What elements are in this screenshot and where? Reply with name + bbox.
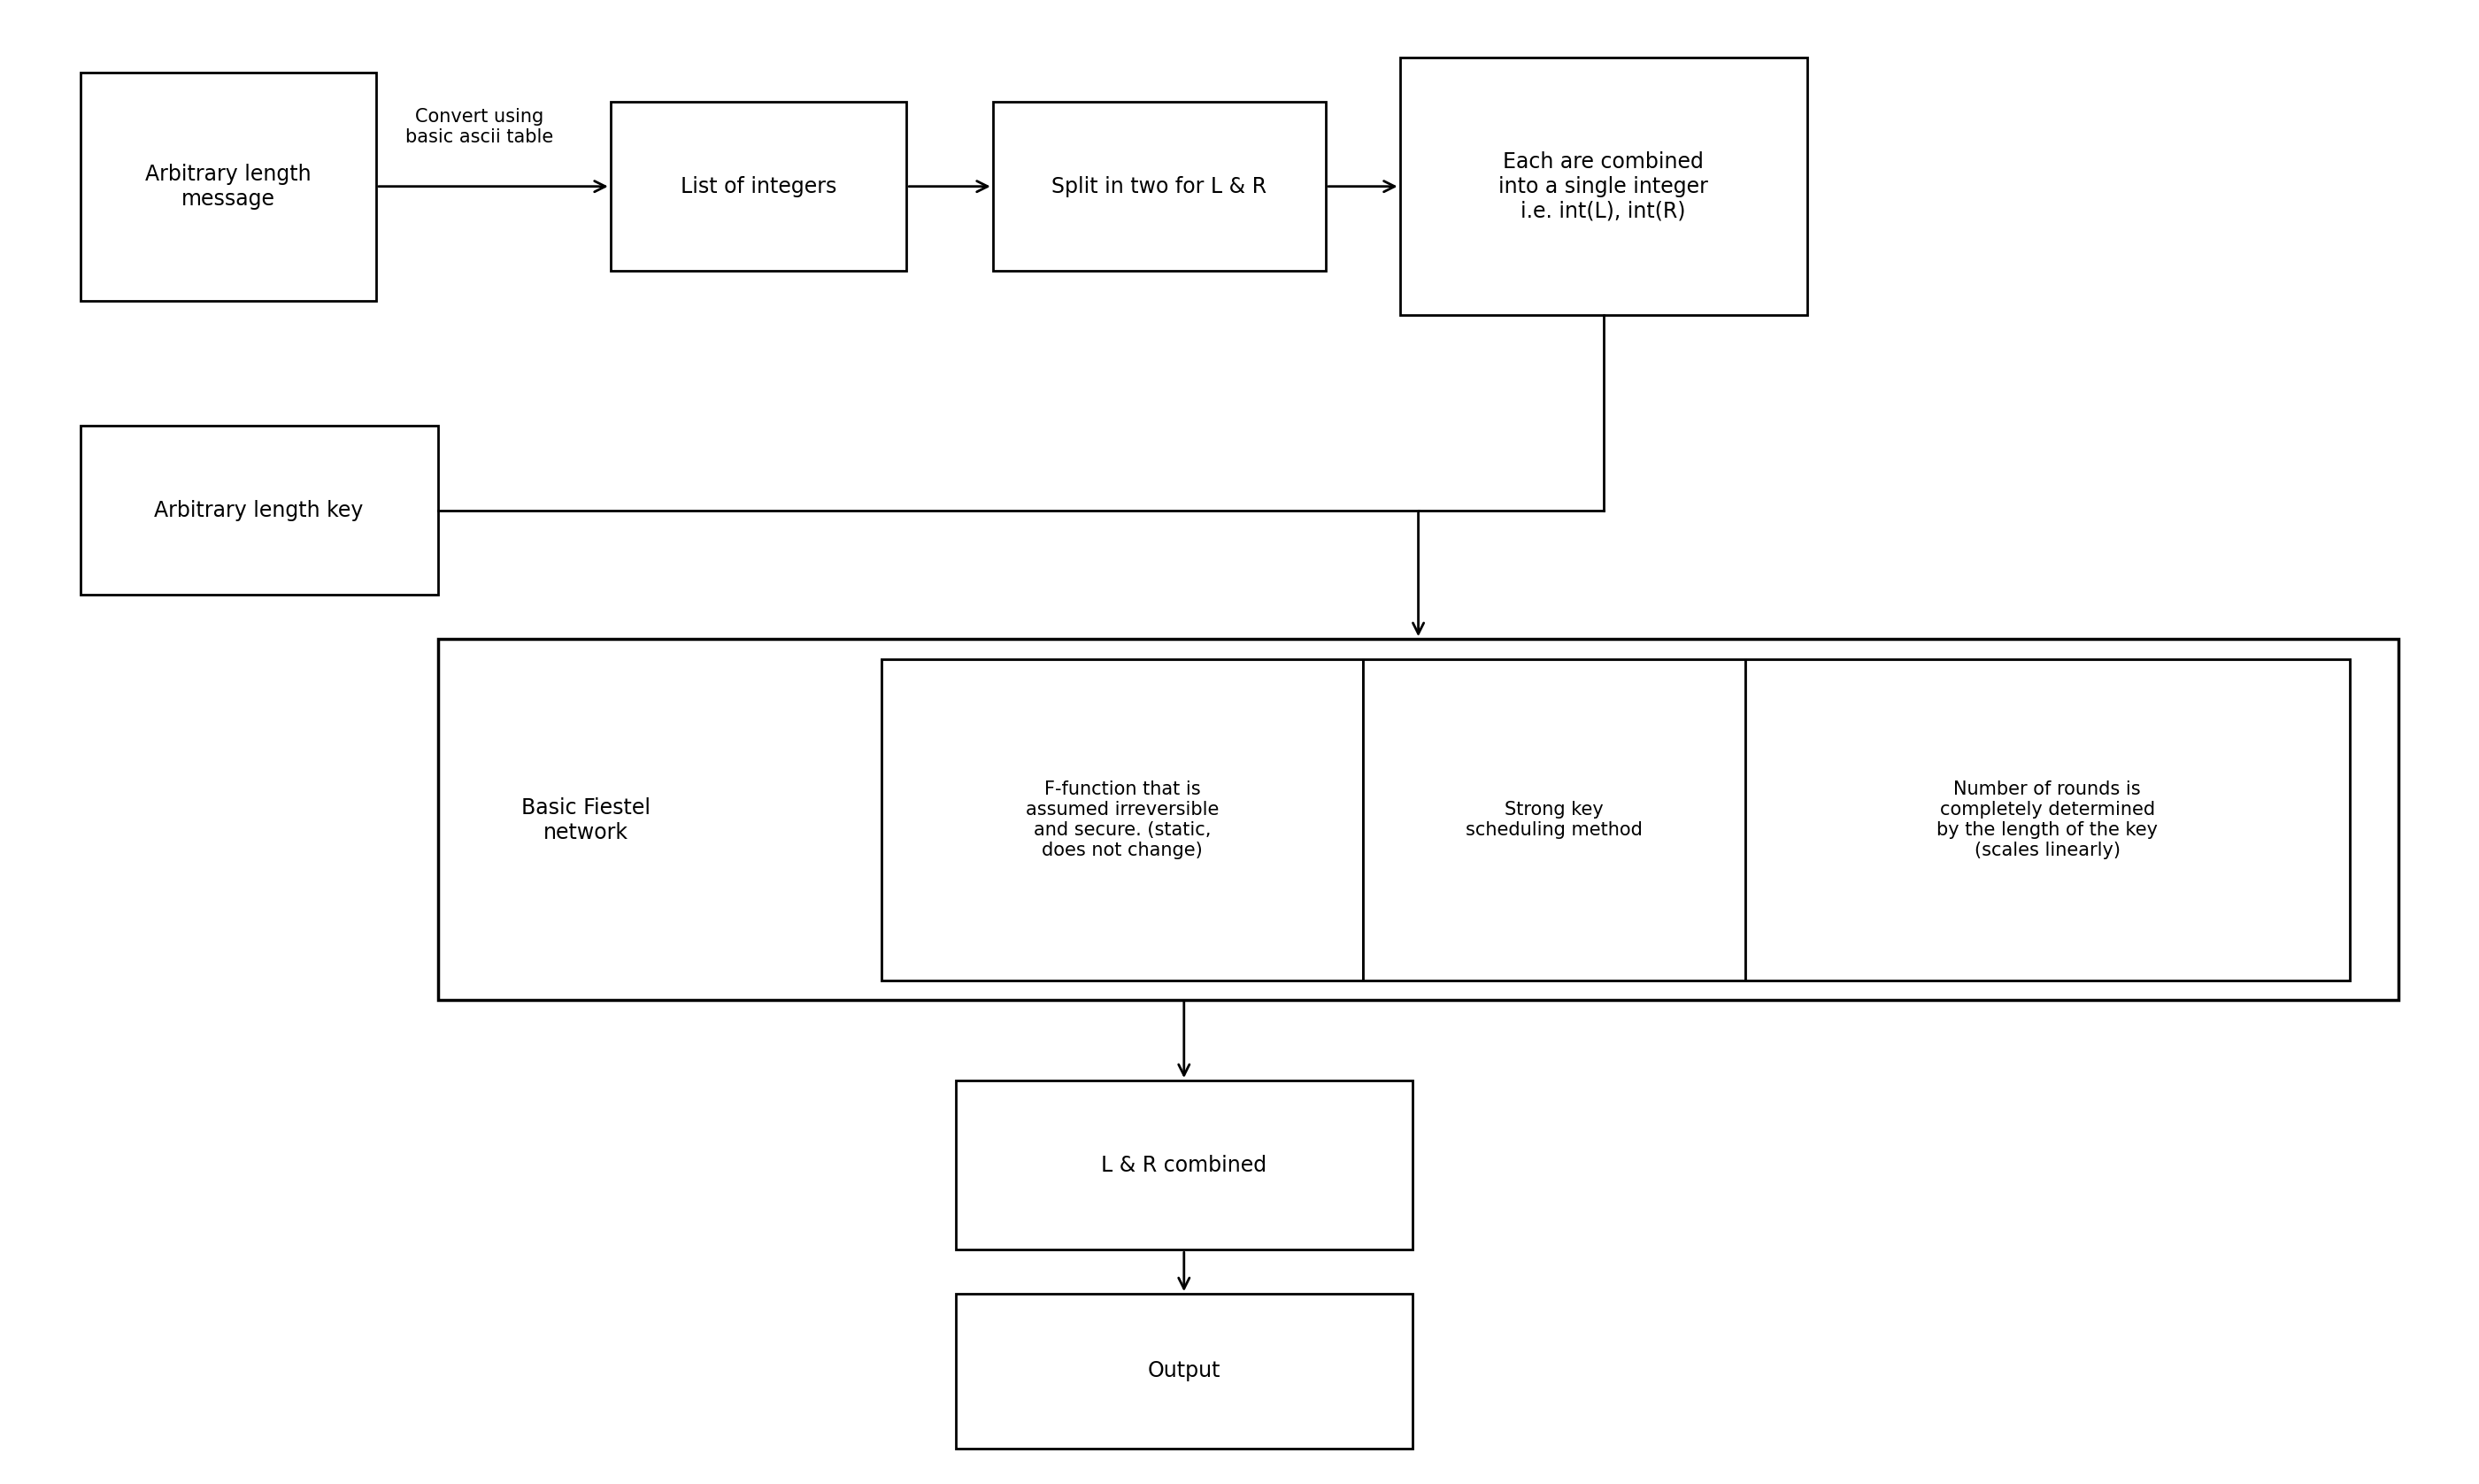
Text: F-function that is
assumed irreversible
and secure. (static,
does not change): F-function that is assumed irreversible … [1026, 781, 1220, 859]
FancyBboxPatch shape [883, 659, 1363, 981]
Text: Output: Output [1148, 1361, 1220, 1382]
FancyBboxPatch shape [992, 102, 1326, 272]
Text: Convert using
basic ascii table: Convert using basic ascii table [407, 108, 553, 145]
FancyBboxPatch shape [1363, 659, 1745, 981]
FancyBboxPatch shape [79, 73, 377, 300]
Text: Each are combined
into a single integer
i.e. int(L), int(R): Each are combined into a single integer … [1497, 151, 1708, 221]
Text: Split in two for L & R: Split in two for L & R [1051, 175, 1267, 197]
Text: Arbitrary length
message: Arbitrary length message [146, 163, 312, 209]
FancyBboxPatch shape [610, 102, 907, 272]
Text: List of integers: List of integers [679, 175, 835, 197]
Text: L & R combined: L & R combined [1101, 1155, 1267, 1175]
Text: Strong key
scheduling method: Strong key scheduling method [1465, 801, 1644, 838]
FancyBboxPatch shape [1401, 58, 1807, 315]
FancyBboxPatch shape [957, 1294, 1413, 1448]
FancyBboxPatch shape [79, 426, 439, 595]
FancyBboxPatch shape [1745, 659, 2350, 981]
FancyBboxPatch shape [883, 659, 2350, 981]
Text: Number of rounds is
completely determined
by the length of the key
(scales linea: Number of rounds is completely determine… [1936, 781, 2159, 859]
Text: Arbitrary length key: Arbitrary length key [154, 500, 364, 521]
FancyBboxPatch shape [439, 640, 2400, 1000]
FancyBboxPatch shape [957, 1080, 1413, 1250]
Text: Basic Fiestel
network: Basic Fiestel network [521, 797, 649, 843]
